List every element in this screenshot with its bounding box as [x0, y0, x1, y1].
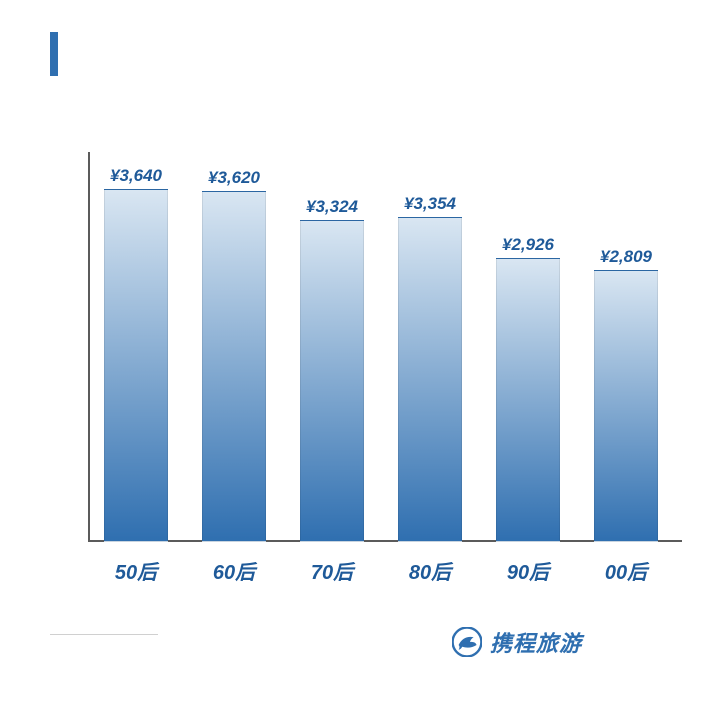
x-axis-line	[88, 540, 682, 542]
dolphin-icon	[452, 627, 482, 657]
bar-80后: ¥3,354	[398, 217, 462, 542]
category-label: 80后	[409, 556, 451, 585]
bar-fill	[398, 217, 462, 542]
bar-fill	[202, 191, 266, 542]
bar-fill	[300, 220, 364, 542]
category-label: 90后	[507, 556, 549, 585]
bar-fill	[496, 258, 560, 542]
bar-70后: ¥3,324	[300, 220, 364, 542]
category-label: 50后	[115, 556, 157, 585]
bar-50后: ¥3,640	[104, 189, 168, 542]
dolphin-svg	[452, 627, 482, 657]
bar-90后: ¥2,926	[496, 258, 560, 542]
brand-text: 携程旅游	[490, 626, 582, 658]
bar-chart: ¥3,64050后¥3,62060后¥3,32470后¥3,35480后¥2,9…	[88, 152, 682, 542]
bar-fill	[594, 270, 658, 542]
bar-value-label: ¥3,620	[202, 168, 266, 188]
title-accent-bar	[50, 32, 58, 76]
category-label: 00后	[605, 556, 647, 585]
category-label: 60后	[213, 556, 255, 585]
bar-60后: ¥3,620	[202, 191, 266, 542]
y-axis-line	[88, 152, 90, 542]
bar-value-label: ¥2,809	[594, 247, 658, 267]
bar-value-label: ¥3,640	[104, 166, 168, 186]
bar-fill	[104, 189, 168, 542]
bar-value-label: ¥2,926	[496, 235, 560, 255]
footer-divider	[50, 634, 158, 635]
category-label: 70后	[311, 556, 353, 585]
bar-value-label: ¥3,354	[398, 194, 462, 214]
chart-card: ¥3,640 50后 ¥3,620 60后 ¥3,324 70后 ¥3,354 80后 ¥2,9…	[0, 0, 719, 705]
bar-00后: ¥2,809	[594, 270, 658, 542]
bar-value-label: ¥3,324	[300, 197, 364, 217]
brand-logo: 携程旅游	[452, 626, 582, 658]
